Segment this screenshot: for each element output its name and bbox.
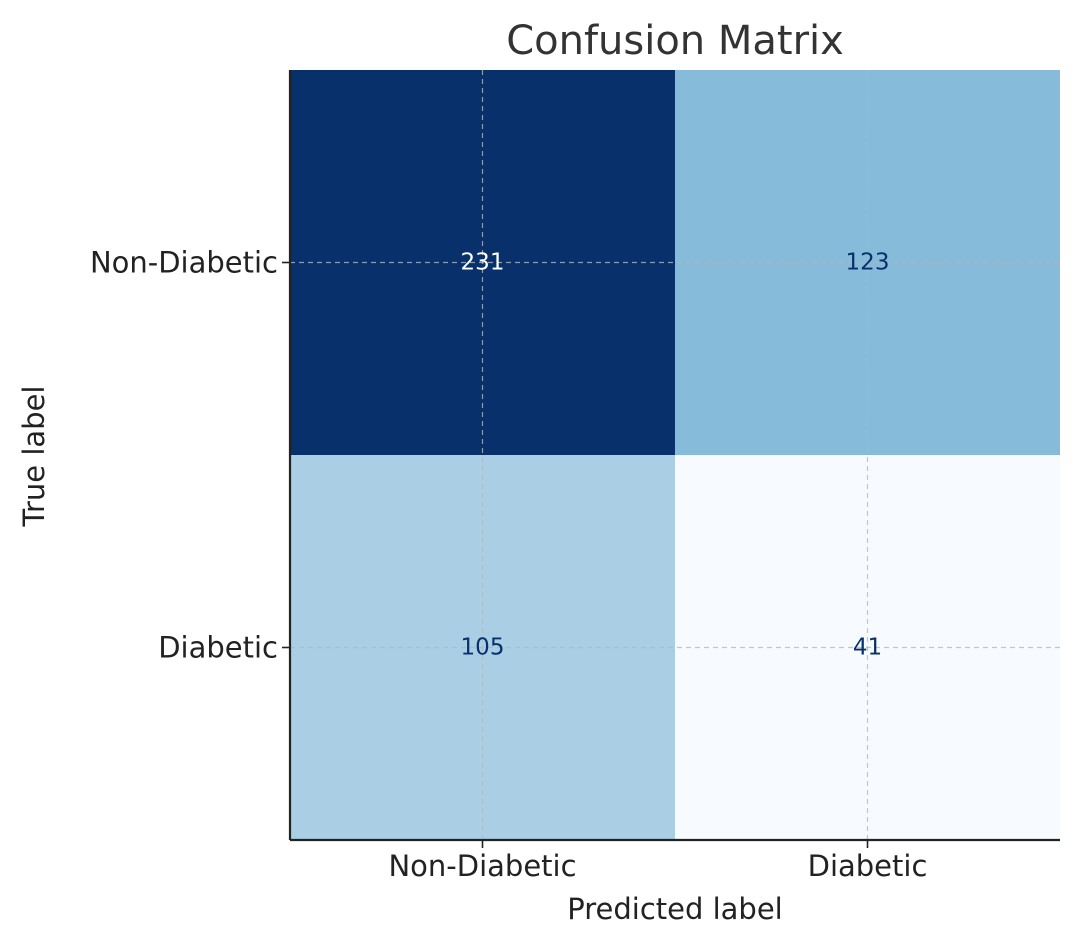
x-tick-label-0: Non-Diabetic bbox=[388, 849, 576, 883]
y-tick-label-1: Diabetic bbox=[158, 631, 278, 665]
x-axis-label: Predicted label bbox=[567, 892, 783, 926]
chart-title: Confusion Matrix bbox=[506, 18, 844, 64]
y-tick-label-0: Non-Diabetic bbox=[90, 246, 278, 280]
cell-value-r1-c0: 105 bbox=[461, 635, 505, 661]
y-axis-label: True label bbox=[17, 386, 51, 528]
heatmap-cells bbox=[290, 70, 1060, 840]
cell-value-r0-c1: 123 bbox=[846, 250, 890, 276]
grid-lines bbox=[290, 70, 1060, 840]
cell-values: 231 123 105 41 bbox=[461, 250, 890, 661]
x-tick-label-1: Diabetic bbox=[808, 849, 928, 883]
axes bbox=[288, 70, 1060, 842]
cell-value-r1-c1: 41 bbox=[853, 635, 882, 661]
cell-value-r0-c0: 231 bbox=[461, 250, 505, 276]
tick-labels: Non-Diabetic Diabetic Non-Diabetic Diabetic bbox=[90, 246, 927, 884]
